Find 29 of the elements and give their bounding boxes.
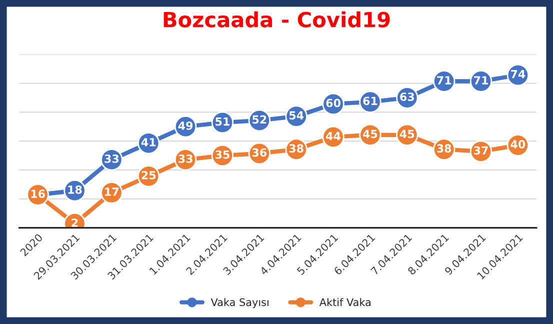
data-label: 51 xyxy=(216,117,230,126)
legend-label: Vaka Sayısı xyxy=(210,298,268,308)
data-label: 45 xyxy=(362,130,378,138)
data-label: 40 xyxy=(510,140,526,148)
data-label: 36 xyxy=(252,148,267,157)
data-label: 60 xyxy=(326,98,340,108)
data-label: 74 xyxy=(510,70,526,78)
data-label: 37 xyxy=(474,146,488,155)
data-label: 38 xyxy=(437,144,452,153)
data-label: 61 xyxy=(363,96,378,106)
data-label: 45 xyxy=(400,130,414,138)
data-label: 63 xyxy=(400,92,414,101)
data-label: 38 xyxy=(289,144,304,153)
data-label: 25 xyxy=(142,171,156,180)
data-label: 71 xyxy=(474,76,488,84)
data-label: 16 xyxy=(31,190,45,198)
data-label: 71 xyxy=(437,76,452,84)
data-label: 17 xyxy=(105,188,119,196)
data-label: 41 xyxy=(141,138,156,146)
data-label: 18 xyxy=(68,185,82,194)
data-label: 35 xyxy=(215,150,230,159)
data-label: 52 xyxy=(252,115,266,124)
data-label: 33 xyxy=(178,154,192,163)
legend-label: Aktif Vaka xyxy=(319,298,370,306)
data-label: 49 xyxy=(178,121,193,130)
data-label: 44 xyxy=(326,132,340,140)
data-label: 33 xyxy=(104,154,119,163)
data-label: 54 xyxy=(289,111,304,120)
chart-title: Bozcaada - Covid19 xyxy=(164,11,390,28)
